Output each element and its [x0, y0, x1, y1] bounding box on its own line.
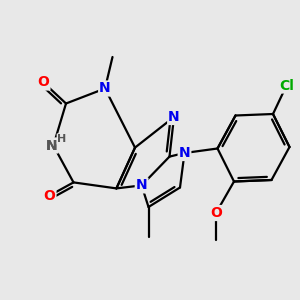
Text: N: N	[168, 110, 180, 124]
Text: N: N	[136, 178, 147, 192]
Text: N: N	[179, 146, 190, 160]
Text: N: N	[99, 82, 111, 95]
Text: O: O	[210, 206, 222, 220]
Text: N: N	[46, 139, 58, 152]
Text: H: H	[57, 134, 66, 144]
Text: O: O	[38, 76, 50, 89]
Text: N: N	[46, 139, 58, 152]
Text: O: O	[44, 189, 56, 202]
Text: Cl: Cl	[279, 79, 294, 92]
